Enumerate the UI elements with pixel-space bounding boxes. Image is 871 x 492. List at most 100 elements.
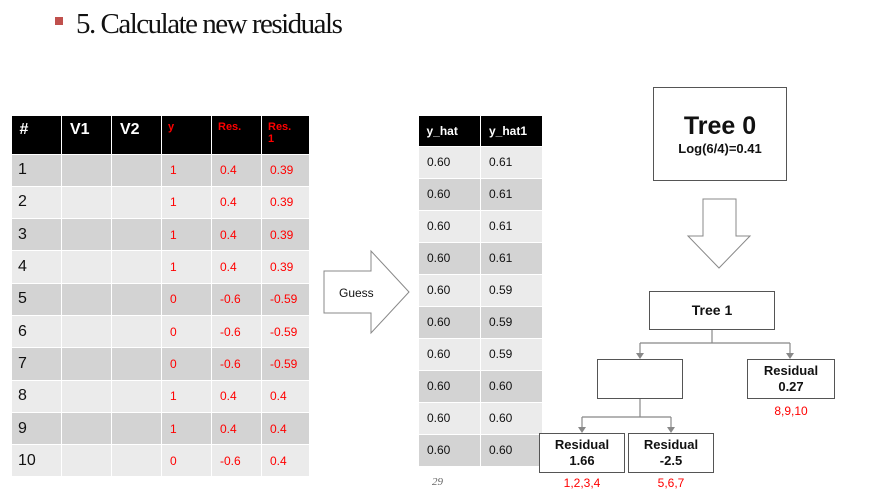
table-cell: 10 [11, 444, 62, 478]
table-cell [61, 314, 112, 349]
table-row: 0.60 0.61 [418, 177, 543, 211]
tree0-title: Tree 0 [683, 112, 757, 140]
table-cell: 3 [11, 218, 62, 252]
table-cell: 2 [11, 185, 62, 220]
table-cell: -0.59 [261, 314, 310, 349]
table-cell: 0.39 [261, 185, 310, 220]
table-cell [61, 218, 112, 252]
leaf-right-rows: 8,9,10 [774, 404, 808, 418]
table-row: 2 1 0.4 0.39 [11, 185, 310, 220]
table-row: 0.60 0.59 [418, 305, 543, 339]
table-cell: 0.4 [211, 379, 262, 413]
table-cell: 1 [161, 218, 212, 252]
table-cell: 1 [161, 379, 212, 413]
slide-title: 5. Calculate new residuals [76, 8, 343, 40]
column-header: Res. [211, 116, 262, 154]
residuals-table: # V1 V2 y Res. Res. 1 1 1 0.4 0.39 2 1 0.4 0.39 3 1 0.4… [11, 116, 310, 478]
table-cell: 0.60 [418, 433, 481, 467]
table-cell: 0.61 [480, 177, 543, 211]
tree1-root: Tree 1 [649, 291, 775, 330]
table-cell: 0.39 [261, 153, 310, 187]
column-header: y_hat1 [480, 116, 543, 146]
leaf-value: 1.66 [569, 453, 595, 468]
table-cell: 6 [11, 314, 62, 349]
table-row: 0.60 0.60 [418, 401, 543, 435]
table-row: 7 0 -0.6 -0.59 [11, 347, 310, 381]
table-row: 5 0 -0.6 -0.59 [11, 282, 310, 316]
column-header: y_hat [418, 116, 481, 146]
table-cell: 7 [11, 347, 62, 381]
tree1-split-node [597, 359, 683, 399]
tree0-to-tree1-arrow [686, 198, 752, 269]
table-row: 10 0 -0.6 0.4 [11, 444, 310, 478]
leaf-value: 0.27 [778, 379, 804, 394]
table-row: 0.60 0.59 [418, 273, 543, 307]
table-cell: 0.61 [480, 145, 543, 179]
table-cell: -0.59 [261, 282, 310, 316]
leaf-label: Residual [763, 363, 819, 378]
table-row: 0.60 0.61 [418, 241, 543, 275]
table-row: 0.60 0.60 [418, 433, 543, 467]
table-cell: 0.60 [480, 369, 543, 403]
table-cell: 1 [161, 411, 212, 446]
table-cell [61, 379, 112, 413]
column-header: V2 [111, 116, 162, 154]
table-row: 6 0 -0.6 -0.59 [11, 314, 310, 349]
table-cell: -0.6 [211, 314, 262, 349]
table-cell: 0 [161, 314, 212, 349]
table-cell: 0.60 [418, 337, 481, 371]
table-row: 3 1 0.4 0.39 [11, 218, 310, 252]
title-bullet [55, 17, 63, 25]
table-cell: 0.60 [418, 241, 481, 275]
table-row: 0.60 0.61 [418, 145, 543, 179]
tree0-formula: Log(6/4)=0.41 [678, 141, 762, 156]
table-cell: 0.60 [418, 145, 481, 179]
page-number: 29 [432, 476, 443, 488]
table-cell: 0.4 [211, 153, 262, 187]
table-cell: 0.4 [261, 444, 310, 478]
table-cell: 0 [161, 347, 212, 381]
column-header: V1 [61, 116, 112, 154]
table-cell: 0 [161, 444, 212, 478]
table-row: 1 1 0.4 0.39 [11, 153, 310, 187]
table-cell [61, 153, 112, 187]
table-cell: 0.60 [418, 209, 481, 243]
table-cell: 1 [161, 153, 212, 187]
guess-arrow [323, 249, 410, 335]
table-row: 8 1 0.4 0.4 [11, 379, 310, 413]
table-cell [111, 444, 162, 478]
table-cell: -0.6 [211, 444, 262, 478]
branch-arrowheads [578, 353, 794, 433]
guess-label: Guess [339, 286, 374, 300]
table-cell: -0.6 [211, 282, 262, 316]
table-cell: 0.4 [261, 411, 310, 446]
predictions-table: y_hat y_hat1 0.60 0.61 0.60 0.61 0.60 0.61 0.60… [418, 116, 543, 467]
table-cell: 0.59 [480, 305, 543, 339]
leaf-residual-right: Residual 0.27 [747, 359, 835, 399]
table-cell: 1 [11, 153, 62, 187]
table-cell: 0.60 [418, 273, 481, 307]
table-row: 0.60 0.59 [418, 337, 543, 371]
table-cell: 0.59 [480, 273, 543, 307]
table-cell [111, 314, 162, 349]
table-cell: 0.59 [480, 337, 543, 371]
leaf-value: -2.5 [659, 453, 683, 468]
tree0-box: Tree 0 Log(6/4)=0.41 [653, 87, 787, 181]
table-cell [61, 282, 112, 316]
table-cell: -0.59 [261, 347, 310, 381]
leaf-label: Residual [643, 437, 699, 452]
column-header: # [11, 116, 62, 154]
table-cell [61, 444, 112, 478]
table-cell [111, 218, 162, 252]
table-cell: 0.61 [480, 209, 543, 243]
column-header: Res. 1 [261, 116, 310, 154]
table-cell: 0.4 [261, 379, 310, 413]
table-cell: 0.4 [211, 218, 262, 252]
table-cell: 5 [11, 282, 62, 316]
table-cell: 0.60 [418, 369, 481, 403]
table-cell: 0.39 [261, 250, 310, 284]
leaf-label: Residual [554, 437, 610, 452]
table-row: 9 1 0.4 0.4 [11, 411, 310, 446]
table-cell: 0.4 [211, 411, 262, 446]
